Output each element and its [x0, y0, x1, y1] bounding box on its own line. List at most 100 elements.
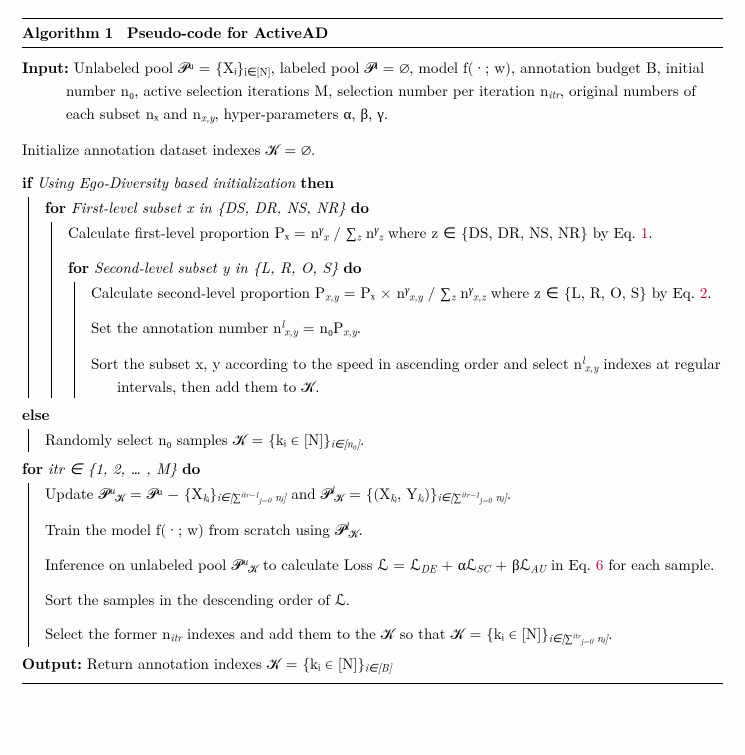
- do-keyword-2: do: [343, 257, 361, 278]
- upd-sub4: 𝒦: [334, 490, 344, 505]
- else-sub: i∈[n₀]: [331, 436, 360, 451]
- for3-block: Update 𝒫u𝒦 = 𝒫ᵘ − {Xkᵢ}i∈[∑itr−1j=0 nⱼ] …: [28, 483, 723, 647]
- output-sub: i∈[B]: [365, 661, 392, 676]
- for3-keyword: for: [22, 458, 43, 479]
- do-keyword-3: do: [182, 458, 200, 479]
- output-line: Output: Return annotation indexes 𝒦 = {k…: [22, 653, 723, 676]
- sel-b: indexes and add them to the 𝒦 so that 𝒦 …: [182, 623, 549, 644]
- sort-line: Sort the subset x, y according to the sp…: [91, 353, 723, 398]
- calc2-sub1: x,y: [325, 290, 339, 305]
- upd-sub1: 𝒦: [115, 490, 125, 505]
- inf-sub3: SC: [477, 562, 491, 577]
- algorithm-title-prefix: Algorithm: [22, 22, 100, 43]
- input-text-1: Unlabeled pool 𝒫ᵘ = {Xᵢ}: [74, 57, 244, 78]
- set-a: Set the annotation number n: [91, 317, 282, 338]
- upd-f: , Y: [397, 483, 417, 504]
- train-a: Train the model f(·; w) from scratch usi…: [45, 519, 346, 540]
- train-b: .: [359, 519, 363, 540]
- input-label: Input:: [22, 57, 69, 78]
- algorithm-title-row: Algorithm 1 Pseudo-code for ActiveAD: [22, 19, 723, 48]
- algorithm-title-rest: [118, 22, 127, 43]
- calc1-e: .: [648, 222, 652, 243]
- upd-sub3d: nⱼ]: [271, 490, 286, 505]
- inf-f: for each sample.: [603, 554, 714, 575]
- output-a: Return annotation indexes 𝒦 = {kᵢ ∈ [N]}: [87, 653, 365, 674]
- inf-sub: 𝒦: [248, 562, 258, 577]
- else-b: .: [360, 429, 364, 450]
- sort2-line: Sort the samples in the descending order…: [45, 589, 723, 611]
- sel-sub2: i∈[∑itrj=0 nⱼ]: [549, 631, 608, 646]
- upd-sub3: i∈[∑itr−1j=0 nⱼ]: [217, 490, 286, 505]
- sort-a: Sort the subset x, y according to the sp…: [91, 353, 582, 374]
- upd-sub3b: j=0: [259, 495, 271, 506]
- for2-block: Calculate second-level proportion Px,y =…: [74, 282, 723, 398]
- inf-b: to calculate Loss ℒ = ℒ: [258, 554, 421, 575]
- inf-sub4: AU: [531, 562, 547, 577]
- train-sub: 𝒦: [348, 526, 358, 541]
- update-line: Update 𝒫u𝒦 = 𝒫ᵘ − {Xkᵢ}i∈[∑itr−1j=0 nⱼ] …: [45, 483, 723, 507]
- input-line: Input: Unlabeled pool 𝒫ᵘ = {Xᵢ}i∈[N], la…: [22, 57, 723, 127]
- input-sub-3: x,y: [201, 111, 215, 126]
- calc2-line: Calculate second-level proportion Px,y =…: [91, 282, 723, 305]
- sel-a: Select the former n: [45, 623, 171, 644]
- upd-sub7c: itr−1: [461, 490, 479, 501]
- inf-e: in Eq.: [546, 554, 596, 575]
- input-sub-1: i∈[N]: [244, 64, 271, 79]
- if-keyword: if: [22, 172, 32, 193]
- else-body: Randomly select n₀ samples 𝒦 = {kᵢ ∈ [N]…: [45, 429, 723, 452]
- for3-line: for itr ∈ {1, 2, … , M} do: [22, 458, 723, 480]
- upd-d: and 𝒫: [286, 483, 331, 504]
- calc2-a: Calculate second-level proportion P: [91, 282, 325, 303]
- upd-sub7b: j=0: [479, 495, 491, 506]
- init-line: Initialize annotation dataset indexes 𝒦 …: [22, 139, 723, 161]
- set-c: .: [357, 317, 361, 338]
- else-keyword: else: [22, 404, 49, 425]
- upd-sub2: kᵢ: [203, 490, 210, 505]
- for1-line: for First-level subset x in {DS, DR, NS,…: [45, 197, 723, 219]
- sel-sub2a: i∈[∑: [549, 631, 573, 646]
- sel-sub2d: nⱼ]: [593, 631, 608, 646]
- do-keyword-1: do: [351, 197, 369, 218]
- for1-condition: First-level subset x in {DS, DR, NS, NR}: [71, 197, 346, 218]
- calc1-d: where z ∈ {DS, DR, NS, NR} by Eq.: [383, 222, 641, 243]
- calc1-line: Calculate first-level proportion Pₓ = nγ…: [68, 222, 723, 245]
- set-sub2: x,y: [343, 325, 357, 340]
- for1-keyword: for: [45, 197, 66, 218]
- inf-a: Inference on unlabeled pool 𝒫: [45, 554, 242, 575]
- for2-keyword: for: [68, 257, 89, 278]
- upd-a: Update 𝒫: [45, 483, 109, 504]
- if-line: if Using Ego-Diversity based initializat…: [22, 172, 723, 194]
- algorithm-title: Pseudo-code for ActiveAD: [127, 22, 328, 43]
- sel-sub2b: j=0: [581, 636, 593, 647]
- inf-sub2: DE: [421, 562, 436, 577]
- input-text-4: , hyper-parameters α, β, γ.: [215, 103, 389, 124]
- input-sub-2: itr: [548, 88, 559, 103]
- upd-h: .: [507, 483, 511, 504]
- set-b: = n₀P: [298, 317, 343, 338]
- else-block: Randomly select n₀ samples 𝒦 = {kᵢ ∈ [N]…: [28, 429, 723, 452]
- sel-sub2c: itr: [573, 630, 581, 641]
- set-sub: x,y: [284, 325, 298, 340]
- upd-sub7a: i∈[∑: [438, 490, 462, 505]
- for1-block: Calculate first-level proportion Pₓ = nγ…: [51, 222, 723, 398]
- else-line: else: [22, 404, 723, 426]
- calc1-b: / ∑: [328, 222, 356, 243]
- algorithm-box: Algorithm 1 Pseudo-code for ActiveAD Inp…: [22, 18, 723, 684]
- calc2-c: / ∑: [423, 282, 451, 303]
- set-line: Set the annotation number nlx,y = n₀Px,y…: [91, 317, 723, 340]
- calc1-c: n: [361, 222, 374, 243]
- calc2-sub2: x,y: [409, 290, 423, 305]
- inference-line: Inference on unlabeled pool 𝒫u𝒦 to calcu…: [45, 554, 723, 577]
- algorithm-number: 1: [105, 22, 114, 43]
- calc1-a: Calculate first-level proportion Pₓ = n: [68, 222, 319, 243]
- calc2-f: .: [707, 282, 711, 303]
- output-label: Output:: [22, 653, 82, 674]
- sel-c: .: [608, 623, 612, 644]
- else-a: Randomly select n₀ samples 𝒦 = {kᵢ ∈ [N]…: [45, 429, 331, 450]
- upd-b: = 𝒫ᵘ − {X: [125, 483, 203, 504]
- upd-e: = {(X: [344, 483, 390, 504]
- for3-condition: itr ∈ {1, 2, … , M}: [48, 458, 177, 479]
- sort-sub: x,y: [585, 360, 599, 375]
- upd-sub7: i∈[∑itr−1j=0 nⱼ]: [438, 490, 507, 505]
- calc2-b: = Pₓ × n: [339, 282, 405, 303]
